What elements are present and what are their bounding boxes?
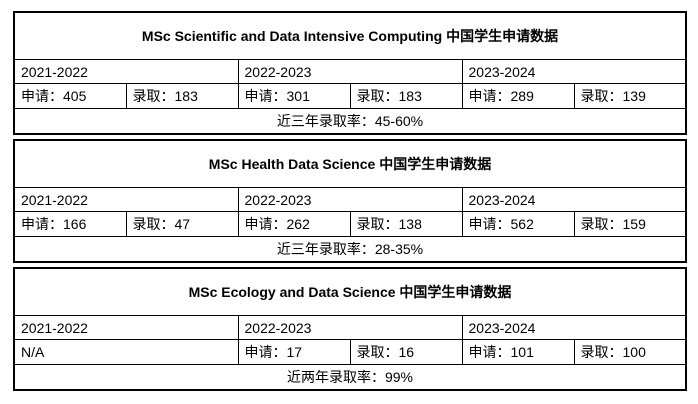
admit-cell-2021: 录取：183 [125,83,239,109]
apply-value: 101 [510,344,534,360]
title-row: MSc Ecology and Data Science 中国学生申请数据 [13,267,687,316]
admit-cell-2022: 录取：138 [349,211,463,237]
admit-value: 100 [622,344,646,360]
admit-label: 录取： [356,88,399,104]
na-cell-2021: N/A [13,339,239,365]
admit-label: 录取： [132,88,175,104]
year-header-row: 2021-2022 2022-2023 2023-2024 [13,59,687,84]
apply-cell-2022: 申请：262 [237,211,351,237]
year-header-row: 2021-2022 2022-2023 2023-2024 [13,187,687,212]
apply-cell-2022: 申请：17 [237,339,351,365]
apply-label: 申请： [468,216,511,232]
title-row: MSc Scientific and Data Intensive Comput… [13,11,687,60]
apply-label: 申请： [21,88,63,104]
section-title: MSc Scientific and Data Intensive Comput… [13,11,687,60]
apply-cell-2023: 申请：289 [461,83,575,109]
apply-value: 17 [286,344,303,360]
section-title: MSc Ecology and Data Science 中国学生申请数据 [13,267,687,316]
application-data-tables: MSc Scientific and Data Intensive Comput… [13,11,687,395]
program-table-scientific-computing: MSc Scientific and Data Intensive Comput… [13,11,687,135]
apply-value: 166 [63,216,87,232]
apply-label: 申请： [244,344,287,360]
apply-cell-2022: 申请：301 [237,83,351,109]
rate-summary: 近两年录取率：99% [13,364,687,391]
title-row: MSc Health Data Science 中国学生申请数据 [13,139,687,188]
year-header-2022-2023: 2022-2023 [237,315,463,340]
rate-row: 近两年录取率：99% [13,364,687,391]
admit-cell-2023: 录取：100 [573,339,687,365]
stats-row: N/A 申请：17 录取：16 申请：101 录取：100 [13,339,687,365]
admit-cell-2023: 录取：139 [573,83,687,109]
rate-row: 近三年录取率：28-35% [13,236,687,263]
apply-cell-2023: 申请：101 [461,339,575,365]
year-header-2023-2024: 2023-2024 [461,187,687,212]
apply-value: 301 [286,88,310,104]
year-header-2023-2024: 2023-2024 [461,315,687,340]
apply-cell-2023: 申请：562 [461,211,575,237]
admit-label: 录取： [356,216,399,232]
apply-value: 262 [286,216,310,232]
admit-value: 138 [398,216,422,232]
admit-value: 183 [398,88,422,104]
stats-row: 申请：166 录取：47 申请：262 录取：138 申请：562 录取：159 [13,211,687,237]
apply-label: 申请： [468,344,511,360]
rate-row: 近三年录取率：45-60% [13,108,687,135]
admit-cell-2022: 录取：183 [349,83,463,109]
year-header-row: 2021-2022 2022-2023 2023-2024 [13,315,687,340]
apply-value: 405 [63,88,87,104]
admit-label: 录取： [356,344,399,360]
year-header-2023-2024: 2023-2024 [461,59,687,84]
admit-label: 录取： [580,216,623,232]
year-header-2021-2022: 2021-2022 [13,187,239,212]
admit-value: 139 [622,88,646,104]
apply-label: 申请： [244,88,287,104]
apply-label: 申请： [244,216,287,232]
stats-row: 申请：405 录取：183 申请：301 录取：183 申请：289 录取：13… [13,83,687,109]
admit-value: 183 [174,88,198,104]
program-table-health-data-science: MSc Health Data Science 中国学生申请数据 2021-20… [13,139,687,263]
rate-summary: 近三年录取率：28-35% [13,236,687,263]
admit-cell-2022: 录取：16 [349,339,463,365]
year-header-2021-2022: 2021-2022 [13,59,239,84]
admit-label: 录取： [580,344,623,360]
admit-label: 录取： [580,88,623,104]
admit-value: 159 [622,216,646,232]
apply-label: 申请： [468,88,511,104]
admit-value: 47 [174,216,191,232]
year-header-2022-2023: 2022-2023 [237,59,463,84]
admit-value: 16 [398,344,415,360]
apply-value: 289 [510,88,534,104]
admit-cell-2023: 录取：159 [573,211,687,237]
section-title: MSc Health Data Science 中国学生申请数据 [13,139,687,188]
rate-summary: 近三年录取率：45-60% [13,108,687,135]
apply-value: 562 [510,216,534,232]
apply-cell-2021: 申请：166 [13,211,127,237]
year-header-2021-2022: 2021-2022 [13,315,239,340]
program-table-ecology-data-science: MSc Ecology and Data Science 中国学生申请数据 20… [13,267,687,391]
admit-label: 录取： [132,216,175,232]
apply-label: 申请： [21,216,63,232]
year-header-2022-2023: 2022-2023 [237,187,463,212]
admit-cell-2021: 录取：47 [125,211,239,237]
apply-cell-2021: 申请：405 [13,83,127,109]
